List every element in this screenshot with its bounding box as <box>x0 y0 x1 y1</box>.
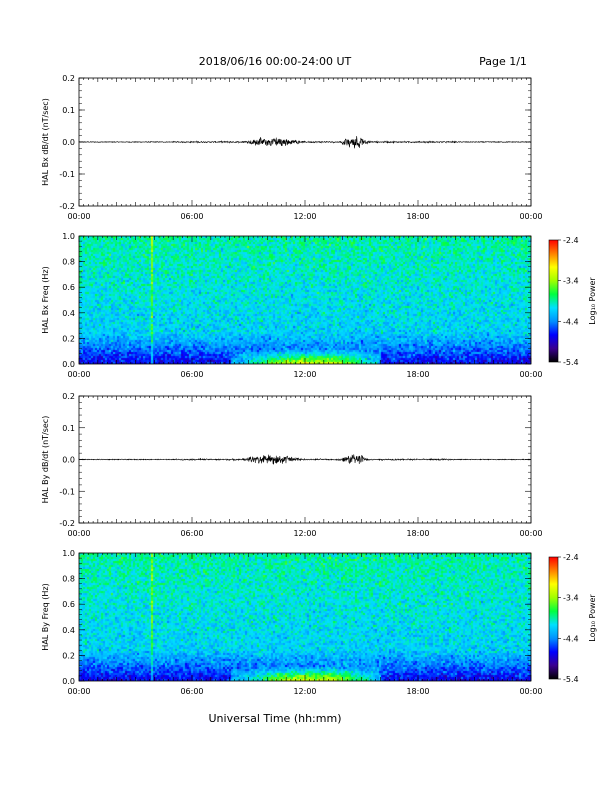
y-tick-label: 0.8 <box>62 258 75 267</box>
x-tick-label: 06:00 <box>180 687 203 696</box>
y-axis-label: HAL By dB/dt (nT/sec) <box>41 416 50 504</box>
panel-1 <box>78 77 532 207</box>
x-axis-label: Universal Time (hh:mm) <box>209 712 342 725</box>
plot-area: 00:00 06:00 12:00 18:00 00:00 0.2 0.1 0.0 -0.1 -0… <box>41 74 597 696</box>
colorbar-tick-label: -2.4 <box>563 236 579 245</box>
colorbar-tick-label: -5.4 <box>563 675 579 684</box>
x-tick-label: 06:00 <box>180 370 203 379</box>
x-tick-label: 12:00 <box>293 687 316 696</box>
y-tick-label: -0.1 <box>59 487 75 496</box>
colorbar-tick-label: -5.4 <box>563 358 579 367</box>
y-tick-label: -0.1 <box>59 170 75 179</box>
colorbar-tick-label: -2.4 <box>563 553 579 562</box>
x-tick-label: 00:00 <box>519 370 542 379</box>
x-tick-label: 00:00 <box>67 529 90 538</box>
x-tick-label: 06:00 <box>180 212 203 221</box>
x-tick-label: 18:00 <box>406 687 429 696</box>
x-tick-label: 18:00 <box>406 370 429 379</box>
y-tick-label: 0.2 <box>62 334 75 343</box>
x-tick-label: 18:00 <box>406 212 429 221</box>
y-tick-label: 0.1 <box>62 424 75 433</box>
x-tick-label: 18:00 <box>406 529 429 538</box>
colorbar-tick-label: -3.4 <box>563 594 579 603</box>
y-tick-label: 0.1 <box>62 106 75 115</box>
panel-2 <box>78 235 561 365</box>
y-tick-label: 1.0 <box>62 549 75 558</box>
x-tick-label: 00:00 <box>519 529 542 538</box>
figure-title: 2018/06/16 00:00-24:00 UT <box>199 55 352 68</box>
spectrogram-image <box>79 236 531 364</box>
page-number: Page 1/1 <box>479 55 527 68</box>
y-tick-label: 0.0 <box>62 677 75 686</box>
y-tick-label: -0.2 <box>59 202 75 211</box>
x-tick-label: 12:00 <box>293 370 316 379</box>
x-tick-label: 00:00 <box>67 370 90 379</box>
y-tick-label: 0.2 <box>62 74 75 83</box>
y-tick-label: 0.2 <box>62 651 75 660</box>
y-tick-label: 0.6 <box>62 283 75 292</box>
x-tick-label: 00:00 <box>67 212 90 221</box>
colorbar-label: Log₁₀ Power <box>588 277 597 325</box>
colorbar-tick-label: -3.4 <box>563 277 579 286</box>
panel-3 <box>78 395 532 524</box>
x-tick-label: 00:00 <box>519 687 542 696</box>
y-axis-label: HAL Bx dB/dt (nT/sec) <box>41 98 50 186</box>
colorbar-tick-label: -4.4 <box>563 317 579 326</box>
y-tick-label: 0.8 <box>62 575 75 584</box>
y-axis-label: HAL Bx Freq (Hz) <box>41 266 50 333</box>
y-axis-label: HAL By Freq (Hz) <box>41 583 50 650</box>
y-tick-label: -0.2 <box>59 519 75 528</box>
x-tick-label: 12:00 <box>293 212 316 221</box>
colorbar <box>548 556 559 680</box>
y-tick-label: 0.2 <box>62 392 75 401</box>
spectrogram-image <box>79 553 531 681</box>
y-tick-label: 0.0 <box>62 360 75 369</box>
waveform-trace <box>78 454 532 465</box>
x-tick-label: 00:00 <box>519 212 542 221</box>
x-tick-label: 00:00 <box>67 687 90 696</box>
colorbar-tick-label: -4.4 <box>563 634 579 643</box>
y-tick-label: 1.0 <box>62 232 75 241</box>
x-tick-label: 06:00 <box>180 529 203 538</box>
panel-4 <box>78 552 561 682</box>
colorbar-label: Log₁₀ Power <box>588 594 597 642</box>
y-tick-label: 0.4 <box>62 626 75 635</box>
y-tick-label: 0.0 <box>62 138 75 147</box>
y-tick-label: 0.0 <box>62 456 75 465</box>
x-tick-label: 12:00 <box>293 529 316 538</box>
y-tick-label: 0.4 <box>62 309 75 318</box>
waveform-trace <box>78 136 532 149</box>
y-tick-label: 0.6 <box>62 600 75 609</box>
colorbar <box>548 239 559 363</box>
